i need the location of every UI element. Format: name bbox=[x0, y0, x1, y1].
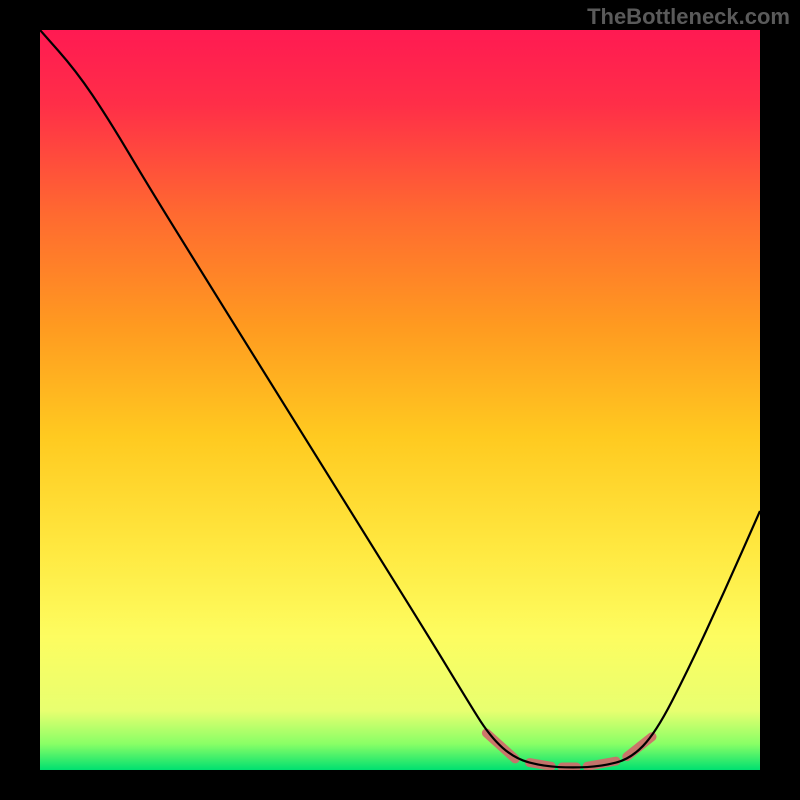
gradient-line-chart bbox=[40, 30, 760, 770]
chart-background bbox=[40, 30, 760, 770]
watermark-text: TheBottleneck.com bbox=[587, 4, 790, 30]
chart-container bbox=[40, 30, 760, 770]
